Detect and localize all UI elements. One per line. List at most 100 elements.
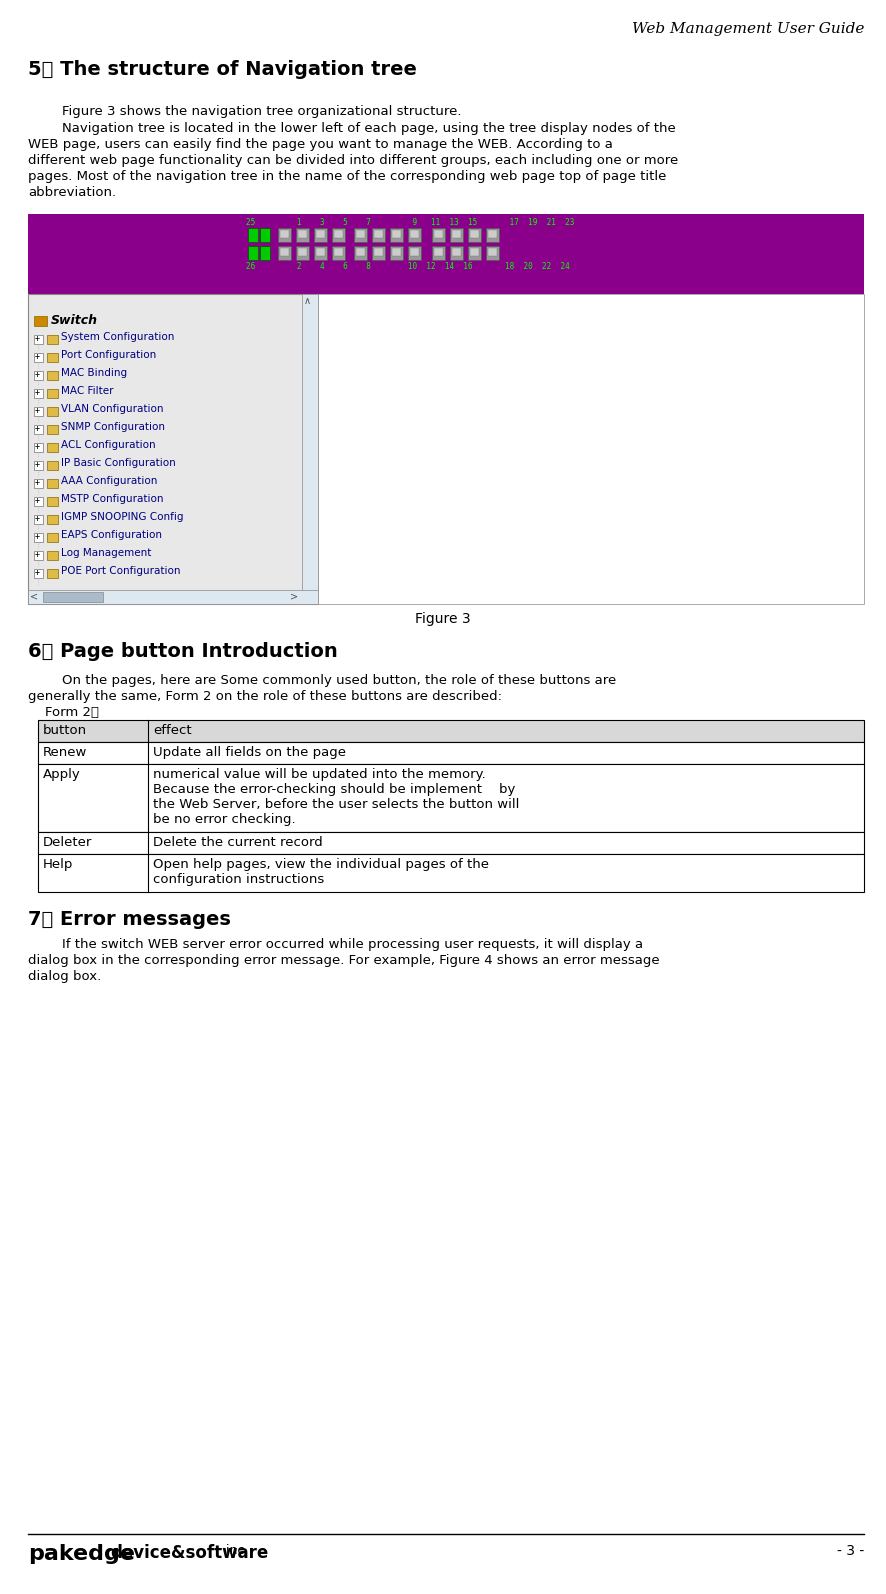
- Bar: [332, 228, 345, 242]
- Bar: [488, 249, 497, 257]
- Text: 7、 Error messages: 7、 Error messages: [28, 910, 231, 929]
- Text: Form 2：: Form 2：: [28, 706, 99, 719]
- Bar: [468, 245, 481, 260]
- Text: +: +: [35, 461, 40, 469]
- Bar: [34, 352, 43, 362]
- Bar: [408, 228, 421, 242]
- Bar: [28, 590, 318, 604]
- Text: abbreviation.: abbreviation.: [28, 186, 116, 199]
- Bar: [34, 532, 43, 542]
- Bar: [34, 316, 47, 327]
- Bar: [470, 249, 479, 257]
- Text: 5、 The structure of Navigation tree: 5、 The structure of Navigation tree: [28, 61, 417, 80]
- Bar: [47, 569, 58, 579]
- Text: Renew: Renew: [43, 746, 88, 759]
- Bar: [298, 249, 307, 257]
- Text: different web page functionality can be divided into different groups, each incl: different web page functionality can be …: [28, 155, 679, 167]
- Text: Deleter: Deleter: [43, 835, 92, 850]
- Bar: [47, 335, 58, 344]
- Text: MSTP Configuration: MSTP Configuration: [61, 494, 164, 504]
- Text: MAC Filter: MAC Filter: [61, 386, 113, 395]
- Bar: [47, 552, 58, 559]
- Text: +: +: [35, 478, 40, 488]
- Bar: [410, 230, 419, 238]
- Bar: [354, 228, 367, 242]
- Text: +: +: [35, 442, 40, 451]
- Text: IP Basic Configuration: IP Basic Configuration: [61, 457, 175, 469]
- Text: configuration instructions: configuration instructions: [153, 874, 324, 886]
- Bar: [334, 230, 343, 238]
- Text: +: +: [35, 532, 40, 540]
- Bar: [434, 230, 443, 238]
- Text: +: +: [35, 352, 40, 360]
- Bar: [390, 245, 403, 260]
- Text: +: +: [35, 406, 40, 414]
- Text: AAA Configuration: AAA Configuration: [61, 477, 158, 486]
- Text: SNMP Configuration: SNMP Configuration: [61, 422, 165, 432]
- Text: +: +: [35, 424, 40, 434]
- Text: numerical value will be updated into the memory.: numerical value will be updated into the…: [153, 768, 486, 781]
- Bar: [47, 406, 58, 416]
- Bar: [260, 228, 270, 242]
- Bar: [28, 214, 864, 293]
- Bar: [334, 249, 343, 257]
- Text: +: +: [35, 387, 40, 397]
- Text: IGMP SNOOPING Config: IGMP SNOOPING Config: [61, 512, 183, 521]
- Text: On the pages, here are Some commonly used button, the role of these buttons are: On the pages, here are Some commonly use…: [28, 674, 617, 687]
- Text: +: +: [35, 370, 40, 379]
- Bar: [450, 228, 463, 242]
- Bar: [374, 249, 383, 257]
- Text: Because the error-checking should be implement    by: Because the error-checking should be imp…: [153, 783, 516, 795]
- Bar: [374, 230, 383, 238]
- Bar: [298, 230, 307, 238]
- Bar: [34, 335, 43, 344]
- Bar: [34, 515, 43, 524]
- Bar: [47, 480, 58, 488]
- Text: Log Management: Log Management: [61, 548, 152, 558]
- Bar: [372, 228, 385, 242]
- Text: ∧: ∧: [304, 296, 311, 306]
- Bar: [302, 293, 318, 604]
- Bar: [47, 515, 58, 524]
- Text: +: +: [35, 567, 40, 577]
- Bar: [34, 497, 43, 505]
- Text: 26         2    4    6    8        10  12  14  16       18  20  22  24: 26 2 4 6 8 10 12 14 16 18 20 22 24: [246, 261, 570, 271]
- Text: device&software: device&software: [110, 1545, 268, 1562]
- Bar: [390, 228, 403, 242]
- Text: EAPS Configuration: EAPS Configuration: [61, 529, 162, 540]
- Bar: [28, 293, 318, 604]
- Bar: [248, 245, 258, 260]
- Bar: [332, 245, 345, 260]
- Bar: [318, 293, 864, 604]
- Bar: [356, 230, 365, 238]
- Bar: [278, 228, 291, 242]
- Bar: [452, 249, 461, 257]
- Bar: [488, 230, 497, 238]
- Text: Apply: Apply: [43, 768, 81, 781]
- Bar: [354, 245, 367, 260]
- Bar: [47, 371, 58, 379]
- Bar: [410, 249, 419, 257]
- Text: System Configuration: System Configuration: [61, 332, 175, 343]
- Bar: [392, 230, 401, 238]
- Bar: [34, 406, 43, 416]
- Bar: [43, 591, 103, 603]
- Text: <: <: [30, 591, 38, 601]
- Bar: [486, 245, 499, 260]
- Bar: [450, 245, 463, 260]
- Text: the Web Server, before the user selects the button will: the Web Server, before the user selects …: [153, 799, 519, 811]
- Text: Figure 3 shows the navigation tree organizational structure.: Figure 3 shows the navigation tree organ…: [28, 105, 462, 118]
- Bar: [468, 228, 481, 242]
- Bar: [356, 249, 365, 257]
- Bar: [47, 443, 58, 453]
- Bar: [452, 230, 461, 238]
- Bar: [278, 245, 291, 260]
- Bar: [314, 228, 327, 242]
- Text: +: +: [35, 513, 40, 523]
- Text: Figure 3: Figure 3: [416, 612, 470, 626]
- Bar: [47, 426, 58, 434]
- Bar: [372, 245, 385, 260]
- Text: +: +: [35, 496, 40, 505]
- Bar: [34, 569, 43, 579]
- Bar: [47, 352, 58, 362]
